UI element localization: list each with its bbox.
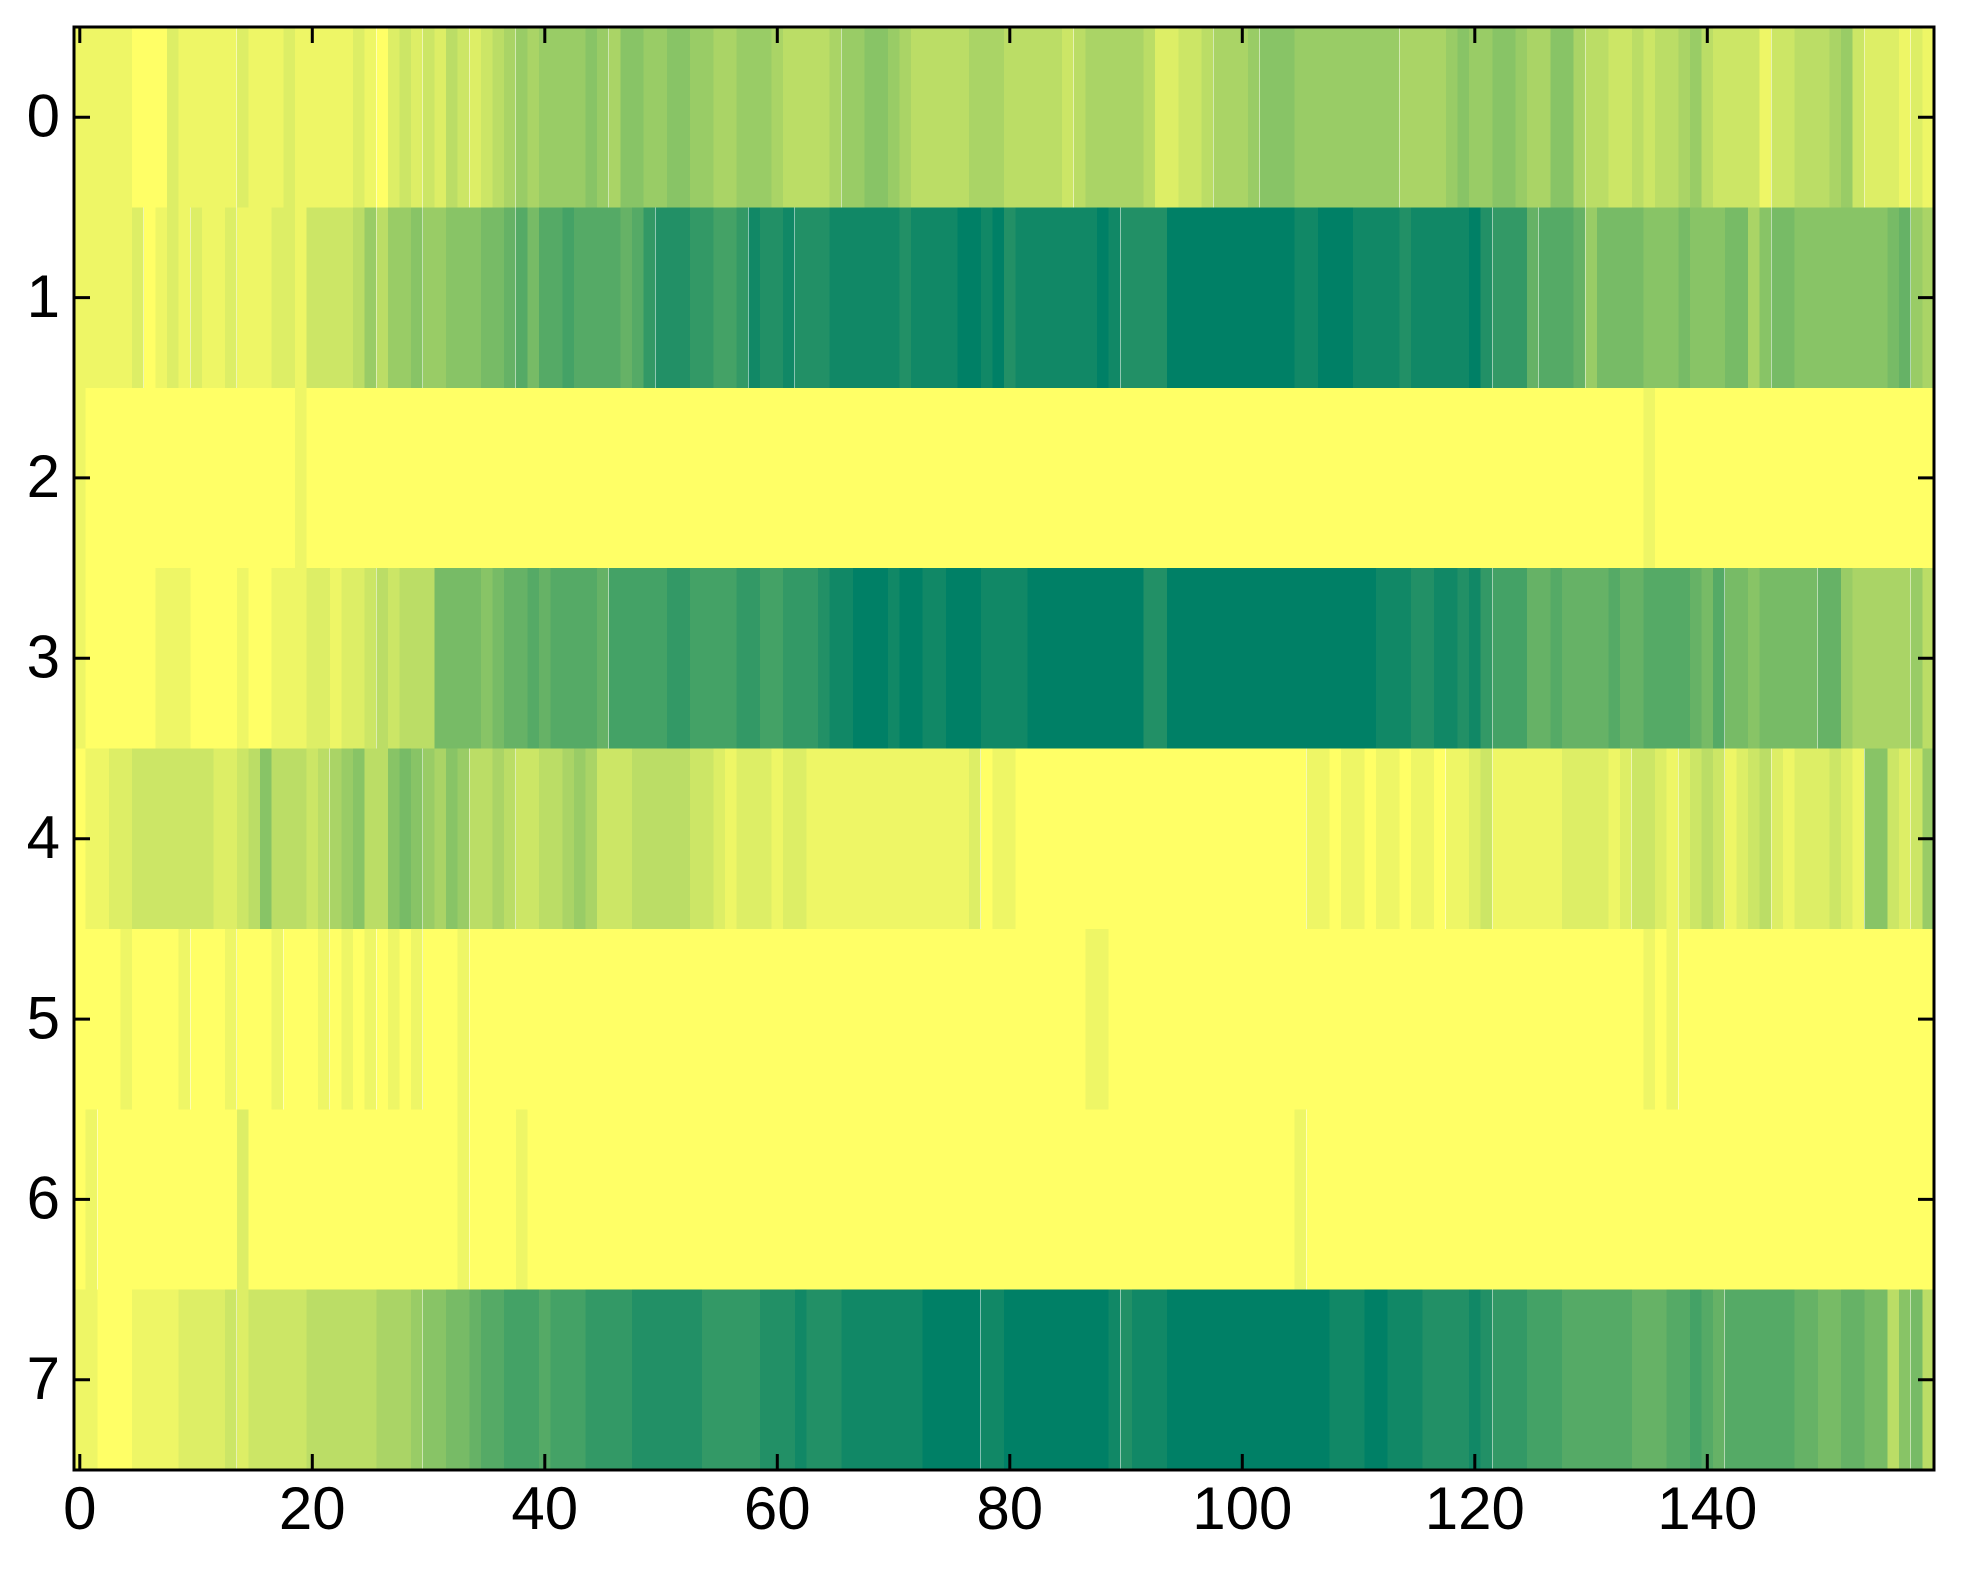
svg-text:5: 5 (27, 984, 60, 1051)
svg-text:0: 0 (27, 82, 60, 149)
svg-text:2: 2 (27, 443, 60, 510)
svg-text:40: 40 (511, 1475, 578, 1542)
svg-text:4: 4 (27, 804, 60, 871)
svg-text:0: 0 (63, 1475, 96, 1542)
svg-text:80: 80 (976, 1475, 1043, 1542)
svg-text:7: 7 (27, 1345, 60, 1412)
svg-text:6: 6 (27, 1165, 60, 1232)
svg-text:140: 140 (1657, 1475, 1757, 1542)
svg-text:60: 60 (744, 1475, 811, 1542)
svg-text:20: 20 (279, 1475, 346, 1542)
svg-text:1: 1 (27, 263, 60, 330)
svg-text:100: 100 (1192, 1475, 1292, 1542)
svg-text:3: 3 (27, 624, 60, 691)
svg-text:120: 120 (1425, 1475, 1525, 1542)
